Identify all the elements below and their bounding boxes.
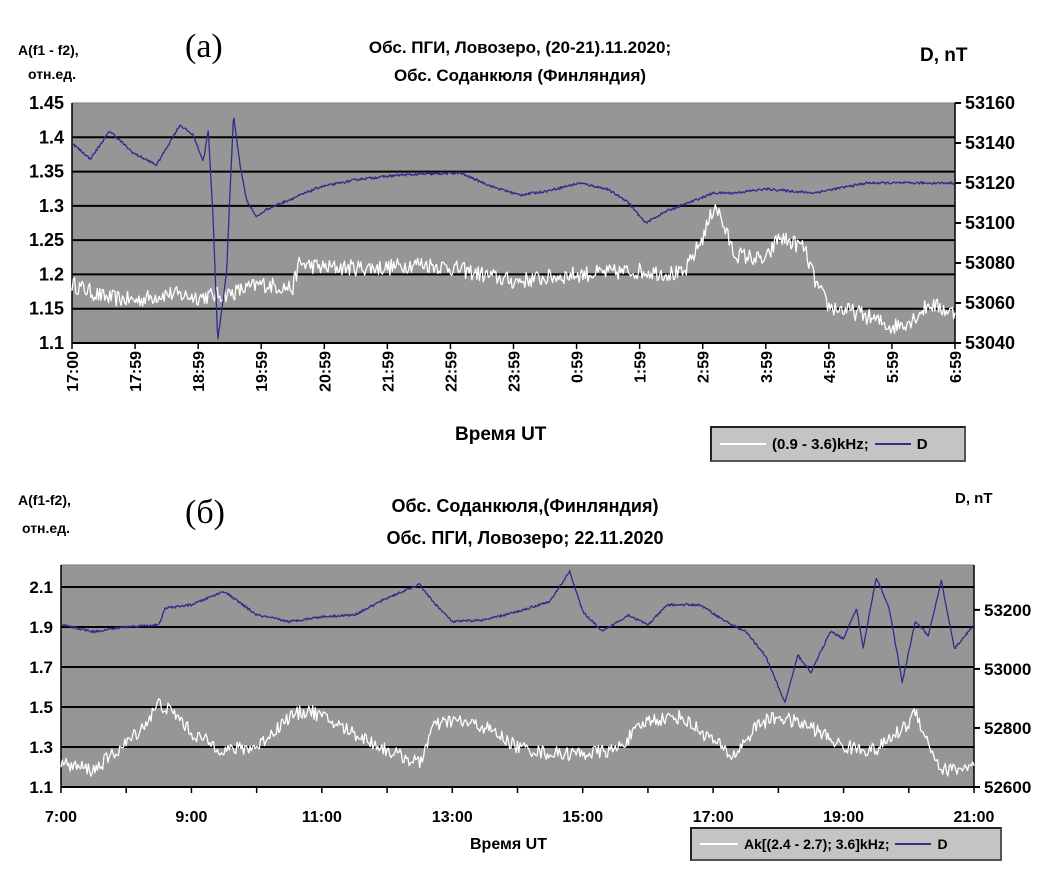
y-tick-label-left: 2.1 — [29, 578, 53, 597]
x-tick-label: 21:59 — [380, 351, 397, 392]
x-tick-label: 17:59 — [128, 351, 145, 392]
x-tick-label: 19:59 — [254, 351, 271, 392]
x-tick-label: 21:00 — [954, 809, 995, 826]
title-line: Обс. Соданкюля (Финляндия) — [393, 66, 647, 85]
y-tick-label-right: 53140 — [965, 133, 1015, 153]
y-tick-label-right: 52800 — [984, 719, 1031, 738]
x-tick-label: 22:59 — [443, 351, 460, 392]
left-axis-label-line: A(f1-f2), — [18, 492, 71, 508]
x-tick-label: 3:59 — [759, 351, 776, 383]
x-tick-label: 9:00 — [175, 809, 207, 826]
x-tick-label: 0:59 — [570, 351, 587, 383]
x-tick-label: 15:00 — [562, 809, 603, 826]
left-axis-label-line: отн.ед. — [28, 66, 76, 82]
plot-area — [61, 565, 974, 787]
chart-a-x-axis-label: Время UT — [455, 424, 547, 445]
chart-a-title: Обс. ПГИ, Ловозеро, (20-21).11.2020; Обс… — [300, 34, 740, 90]
series-line-amplitude — [60, 698, 975, 777]
legend-entry-a: (0.9 - 3.6)kHz; — [772, 435, 869, 453]
chart-b-x-axis-label: Время UT — [470, 836, 547, 853]
x-tick-label: 7:00 — [45, 809, 77, 826]
plot-area — [72, 103, 955, 343]
chart-b-left-axis-label: A(f1-f2), отн.ед. — [18, 486, 71, 542]
left-axis-label-line: A(f1 - f2), — [18, 42, 79, 58]
x-tick-label: 5:59 — [885, 351, 902, 383]
series-line-d — [72, 117, 956, 340]
legend-blue-line-swatch — [895, 843, 932, 845]
chart-a-legend: (0.9 - 3.6)kHz; D — [710, 426, 966, 462]
y-tick-label-right: 53160 — [965, 93, 1015, 113]
y-tick-label-right: 53060 — [965, 293, 1015, 313]
x-tick-label: 17:00 — [693, 809, 734, 826]
y-tick-label-right: 52600 — [984, 778, 1031, 797]
chart-a-right-axis-label: D, nT — [920, 45, 968, 66]
y-tick-label-right: 53080 — [965, 253, 1015, 273]
chart-b-legend: Ak[(2.4 - 2.7); 3.6]kHz; D — [690, 827, 1002, 861]
y-tick-label-left: 1.45 — [29, 93, 64, 113]
legend-blue-line-swatch — [874, 443, 911, 445]
series-line-amplitude — [71, 204, 956, 335]
y-tick-label-right: 53120 — [965, 173, 1015, 193]
y-tick-label-right: 53000 — [984, 660, 1031, 679]
x-tick-label: 11:00 — [302, 809, 342, 826]
x-tick-label: 17:00 — [65, 351, 82, 392]
y-tick-label-left: 1.3 — [39, 196, 64, 216]
legend-entry-d: D — [916, 435, 928, 453]
chart-b-title: Обс. Соданкюля,(Финляндия) Обс. ПГИ, Лов… — [290, 490, 760, 554]
y-tick-label-left: 1.25 — [29, 230, 64, 250]
chart-a-left-axis-label: A(f1 - f2), отн.ед. — [18, 38, 79, 86]
y-tick-label-left: 1.9 — [29, 618, 53, 637]
title-line: Обс. Соданкюля,(Финляндия) — [391, 496, 659, 516]
left-axis-label-line: отн.ед. — [22, 520, 70, 536]
x-tick-label: 4:59 — [822, 351, 839, 383]
chart-b: 1.1 1.3 1.5 1.7 1.9 2.1 52600 52800 53000 53200 7:… — [29, 564, 1031, 826]
x-tick-label: 6:59 — [948, 351, 965, 383]
chart-a-panel-label: (а) — [185, 28, 223, 65]
x-tick-label: 18:59 — [191, 351, 208, 392]
x-tick-label: 23:59 — [507, 351, 524, 392]
y-tick-label-left: 1.4 — [39, 127, 64, 147]
y-tick-label-left: 1.7 — [29, 658, 53, 677]
y-tick-label-left: 1.1 — [39, 333, 64, 353]
legend-entry-ak: Ak[(2.4 - 2.7); 3.6]kHz; — [744, 836, 890, 852]
y-tick-label-right: 53100 — [965, 213, 1015, 233]
y-tick-label-left: 1.5 — [29, 698, 53, 717]
chart-b-panel-label: (б) — [185, 494, 225, 531]
legend-white-line-swatch — [720, 443, 766, 445]
x-tick-label: 2:59 — [696, 351, 713, 383]
y-tick-label-left: 1.35 — [29, 162, 64, 182]
y-tick-label-right: 53200 — [984, 601, 1031, 620]
title-line: Обс. ПГИ, Ловозеро, (20-21).11.2020; — [368, 38, 672, 57]
series-line-d — [60, 569, 974, 703]
y-tick-label-right: 53040 — [965, 333, 1015, 353]
x-tick-label: 1:59 — [633, 351, 650, 383]
y-tick-label-left: 1.2 — [39, 264, 64, 284]
y-tick-label-left: 1.1 — [29, 778, 53, 797]
legend-white-line-swatch — [700, 843, 738, 845]
chart-b-right-axis-label: D, nT — [955, 490, 993, 507]
chart-a: 1.1 1.15 1.2 1.25 1.3 1.35 1.4 1.45 53040 53060 53… — [29, 93, 1015, 392]
x-tick-label: 19:00 — [823, 809, 864, 826]
legend-entry-d: D — [937, 836, 948, 852]
y-tick-label-left: 1.3 — [29, 738, 53, 757]
title-line: Обс. ПГИ, Ловозеро; 22.11.2020 — [386, 528, 664, 548]
x-tick-label: 13:00 — [432, 809, 473, 826]
x-tick-label: 20:59 — [317, 351, 334, 392]
y-tick-label-left: 1.15 — [29, 299, 64, 319]
